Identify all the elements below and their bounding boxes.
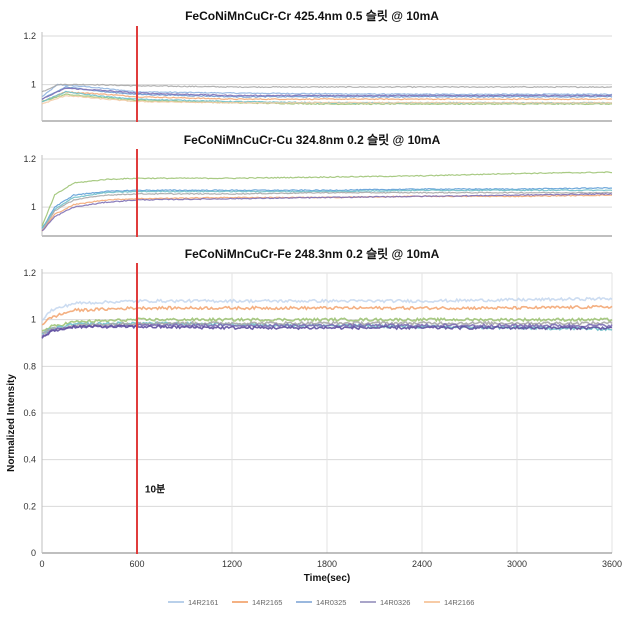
legend-item-1: 14R2161 [168, 598, 218, 607]
chart-title: FeCoNiMnCuCr-Fe 248.3nm 0.2 슬릿 @ 10mA [185, 246, 440, 261]
y-tick-label: 1 [31, 202, 36, 212]
legend-item-5: 14R2166 [424, 598, 474, 607]
chart-title: FeCoNiMnCuCr-Cr 425.4nm 0.5 슬릿 @ 10mA [185, 8, 439, 23]
chart-panel-3: FeCoNiMnCuCr-Fe 248.3nm 0.2 슬릿 @ 10mA 1.2… [0, 246, 623, 584]
y-tick-label: 1.2 [23, 268, 36, 278]
chart-title: FeCoNiMnCuCr-Cu 324.8nm 0.2 슬릿 @ 10mA [184, 132, 441, 147]
legend-label: 14R2165 [252, 598, 282, 607]
y-tick-label: 1 [31, 315, 36, 325]
series-line-5 [41, 86, 613, 100]
panel-frame [0, 27, 623, 126]
x-tick-label: 3000 [507, 559, 527, 569]
y-tick-label: 1.2 [23, 154, 36, 164]
x-tick-label: 1200 [222, 559, 242, 569]
legend-label: 14R0325 [316, 598, 346, 607]
x-tick-label: 1800 [317, 559, 337, 569]
x-tick-label: 600 [129, 559, 144, 569]
y-tick-label: 1 [31, 80, 36, 90]
legend-item-3: 14R0325 [296, 598, 346, 607]
y-tick-label: 0.8 [23, 361, 36, 371]
legend-label: 14R0326 [380, 598, 410, 607]
y-tick-label: 0.4 [23, 455, 36, 465]
legend-label: 14R2161 [188, 598, 218, 607]
legend-label: 14R2166 [444, 598, 474, 607]
legend: 14R2161 14R2165 14R0325 14R0326 14R2166 [168, 598, 474, 607]
x-tick-label: 0 [39, 559, 44, 569]
x-tick-label: 3600 [602, 559, 622, 569]
y-tick-label: 0 [31, 548, 36, 558]
chart-panel-1: FeCoNiMnCuCr-Cr 425.4nm 0.5 슬릿 @ 10mA 1.2… [0, 8, 623, 126]
legend-item-2: 14R2165 [232, 598, 282, 607]
y-tick-label: 0.2 [23, 501, 36, 511]
y-axis-title: Normalized Intensity [6, 374, 17, 472]
y-tick-label: 0.6 [23, 408, 36, 418]
x-axis-title: Time(sec) [304, 573, 351, 584]
x-tick-label: 2400 [412, 559, 432, 569]
y-tick-label: 1.2 [23, 31, 36, 41]
chart-panel-2: FeCoNiMnCuCr-Cu 324.8nm 0.2 슬릿 @ 10mA 1.2… [0, 132, 623, 241]
annotation-label: 10분 [145, 483, 165, 495]
legend-item-4: 14R0326 [360, 598, 410, 607]
